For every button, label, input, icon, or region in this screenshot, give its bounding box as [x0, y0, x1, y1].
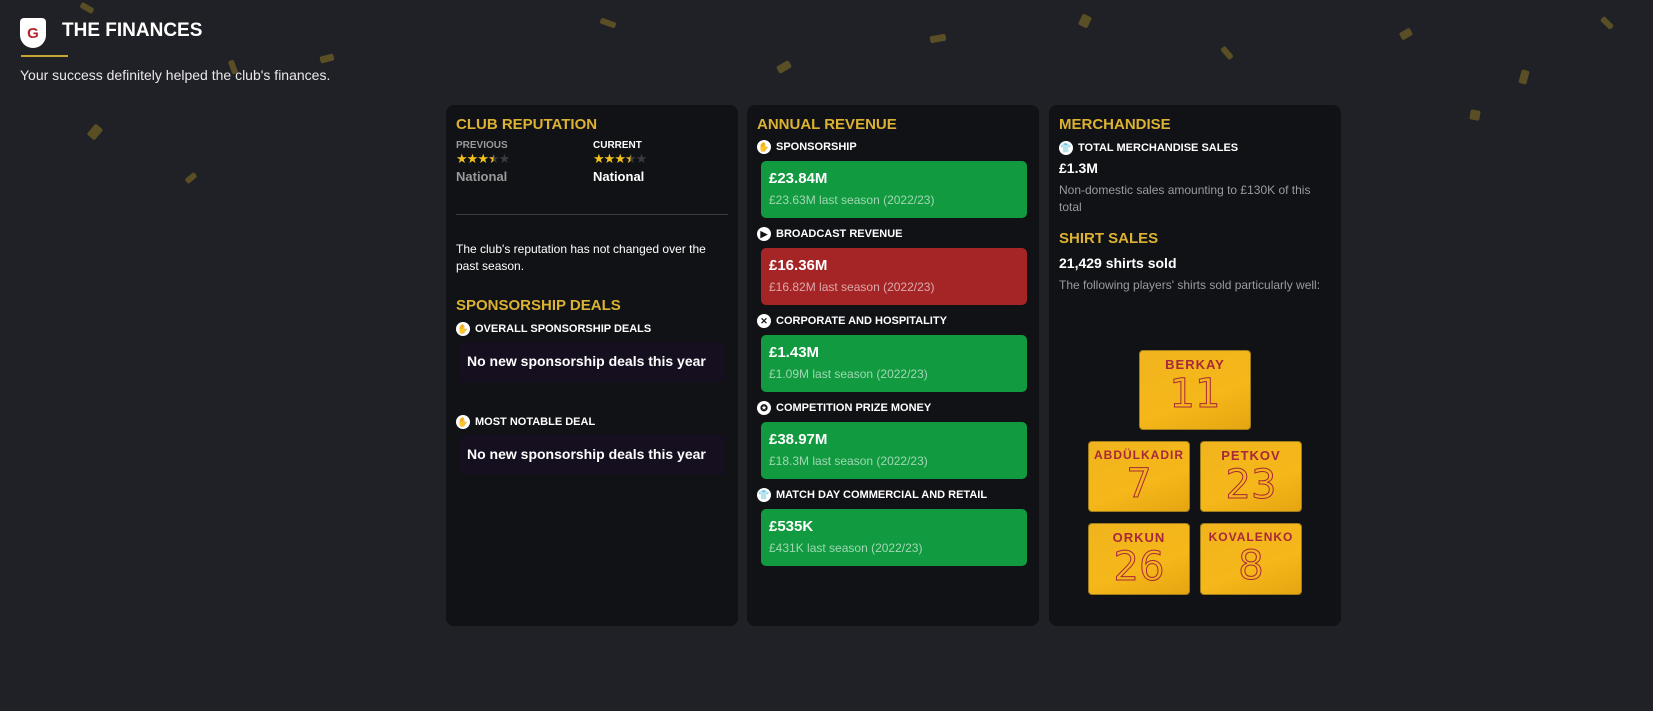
shirt-player-name: ORKUN — [1112, 530, 1166, 545]
page-title: THE FINANCES — [62, 20, 203, 41]
club-crest-logo: G — [20, 18, 46, 48]
revenue-previous: £18.3M last season (2022/23) — [769, 454, 928, 468]
revenue-item: ▶ BROADCAST REVENUE £16.36M £16.82M last … — [757, 227, 1029, 305]
previous-reputation: National — [456, 169, 508, 184]
revenue-label: ▶ BROADCAST REVENUE — [757, 227, 1029, 241]
player-shirt: KOVALENKO 8 — [1200, 523, 1302, 595]
revenue-card: £535K £431K last season (2022/23) — [761, 509, 1027, 566]
revenue-value: £38.97M — [769, 431, 828, 448]
total-merchandise-label: 👕 TOTAL MERCHANDISE SALES — [1059, 141, 1331, 155]
camera-icon: ▶ — [757, 227, 771, 241]
revenue-card: £38.97M £18.3M last season (2022/23) — [761, 422, 1027, 479]
shirt-icon: 👕 — [1059, 141, 1073, 155]
revenue-card: £16.36M £16.82M last season (2022/23) — [761, 248, 1027, 305]
revenue-label: ✪ COMPETITION PRIZE MONEY — [757, 401, 1029, 415]
shirts-sold: 21,429 shirts sold — [1059, 255, 1177, 271]
revenue-card: £23.84M £23.63M last season (2022/23) — [761, 161, 1027, 218]
revenue-value: £23.84M — [769, 170, 828, 187]
star-half-icon: ★ — [624, 151, 637, 166]
revenue-previous: £23.63M last season (2022/23) — [769, 193, 935, 207]
medal-icon: ✪ — [757, 401, 771, 415]
player-shirt: ABDÜLKADIR 7 — [1088, 441, 1190, 512]
revenue-item: ✋ SPONSORSHIP £23.84M £23.63M last season… — [757, 140, 1029, 218]
reputation-note: The club's reputation has not changed ov… — [456, 242, 706, 273]
shirt-number: 7 — [1126, 461, 1152, 507]
shirts-note: The following players' shirts sold parti… — [1059, 278, 1321, 292]
previous-stars: ★★★★★ — [456, 151, 593, 167]
shirt-player-name: KOVALENKO — [1208, 530, 1294, 544]
shirt-number: 8 — [1238, 543, 1264, 589]
player-shirt: PETKOV 23 — [1200, 441, 1302, 512]
annual-revenue-title: ANNUAL REVENUE — [757, 116, 897, 133]
revenue-label-text: COMPETITION PRIZE MONEY — [776, 402, 932, 414]
handshake-icon: ✋ — [456, 415, 470, 429]
overall-sponsorship-value: No new sponsorship deals this year — [459, 342, 725, 382]
overall-sponsorship-label-text: OVERALL SPONSORSHIP DEALS — [475, 323, 652, 335]
sponsorship-deals-title: SPONSORSHIP DEALS — [456, 297, 621, 314]
revenue-item: 👕 MATCH DAY COMMERCIAL AND RETAIL £535K £… — [757, 488, 1029, 566]
shirt-player-name: ABDÜLKADIR — [1094, 448, 1184, 462]
star-half-icon: ★ — [487, 151, 500, 166]
revenue-card: £1.43M £1.09M last season (2022/23) — [761, 335, 1027, 392]
shirt-icon: 👕 — [757, 488, 771, 502]
revenue-label: ✋ SPONSORSHIP — [757, 140, 1029, 154]
current-reputation: National — [593, 169, 645, 184]
star-full-icon: ★ — [466, 151, 479, 166]
current-label: CURRENT — [593, 140, 642, 151]
revenue-label: ✕ CORPORATE AND HOSPITALITY — [757, 314, 1029, 328]
shirt-number: 11 — [1169, 371, 1221, 417]
star-empty-icon: ★ — [635, 151, 648, 166]
shirt-number: 26 — [1113, 544, 1165, 590]
merchandise-title: MERCHANDISE — [1059, 116, 1171, 133]
star-full-icon: ★ — [603, 151, 616, 166]
revenue-item: ✕ CORPORATE AND HOSPITALITY £1.43M £1.09M… — [757, 314, 1029, 392]
total-merchandise-value: £1.3M — [1059, 160, 1098, 176]
club-reputation-title: CLUB REPUTATION — [456, 116, 598, 133]
revenue-value: £16.36M — [769, 257, 828, 274]
revenue-label: 👕 MATCH DAY COMMERCIAL AND RETAIL — [757, 488, 1029, 502]
total-merchandise-label-text: TOTAL MERCHANDISE SALES — [1078, 142, 1239, 154]
revenue-previous: £16.82M last season (2022/23) — [769, 280, 935, 294]
revenue-label-text: MATCH DAY COMMERCIAL AND RETAIL — [776, 489, 988, 501]
player-shirt: ORKUN 26 — [1088, 523, 1190, 595]
cutlery-icon: ✕ — [757, 314, 771, 328]
title-underline — [21, 55, 68, 57]
shirt-player-name: BERKAY — [1165, 357, 1225, 372]
revenue-previous: £1.09M last season (2022/23) — [769, 367, 928, 381]
handshake-icon: ✋ — [456, 322, 470, 336]
star-empty-icon: ★ — [498, 151, 511, 166]
page-subtitle: Your success definitely helped the club'… — [20, 67, 331, 83]
most-notable-deal-label-text: MOST NOTABLE DEAL — [475, 416, 596, 428]
merchandise-note: Non-domestic sales amounting to £130K of… — [1059, 183, 1311, 214]
revenue-value: £535K — [769, 518, 814, 535]
revenue-label-text: CORPORATE AND HOSPITALITY — [776, 315, 947, 327]
revenue-value: £1.43M — [769, 344, 820, 361]
revenue-previous: £431K last season (2022/23) — [769, 541, 923, 555]
shirt-player-name: PETKOV — [1221, 448, 1281, 463]
annual-revenue-panel: ANNUAL REVENUE ✋ SPONSORSHIP £23.84M £23.… — [747, 105, 1039, 626]
handshake-icon: ✋ — [757, 140, 771, 154]
revenue-item: ✪ COMPETITION PRIZE MONEY £38.97M £18.3M … — [757, 401, 1029, 479]
player-shirt: BERKAY 11 — [1139, 350, 1251, 430]
club-reputation-panel: CLUB REPUTATION PREVIOUS ★★★★★ National … — [446, 105, 738, 626]
previous-label: PREVIOUS — [456, 140, 508, 151]
shirt-number: 23 — [1225, 462, 1277, 508]
overall-sponsorship-label: ✋ OVERALL SPONSORSHIP DEALS — [456, 322, 728, 336]
current-stars: ★★★★★ — [593, 151, 648, 167]
most-notable-deal-value: No new sponsorship deals this year — [459, 435, 725, 475]
star-full-icon: ★ — [456, 151, 468, 166]
star-full-icon: ★ — [614, 151, 626, 166]
star-full-icon: ★ — [477, 151, 489, 166]
revenue-label-text: BROADCAST REVENUE — [776, 228, 903, 240]
shirt-sales-title: SHIRT SALES — [1059, 230, 1159, 247]
revenue-label-text: SPONSORSHIP — [776, 141, 857, 153]
most-notable-deal-label: ✋ MOST NOTABLE DEAL — [456, 415, 728, 429]
star-full-icon: ★ — [593, 151, 605, 166]
divider — [456, 214, 728, 215]
